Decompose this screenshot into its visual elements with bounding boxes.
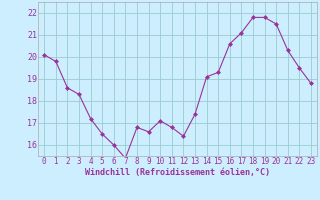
X-axis label: Windchill (Refroidissement éolien,°C): Windchill (Refroidissement éolien,°C): [85, 168, 270, 177]
